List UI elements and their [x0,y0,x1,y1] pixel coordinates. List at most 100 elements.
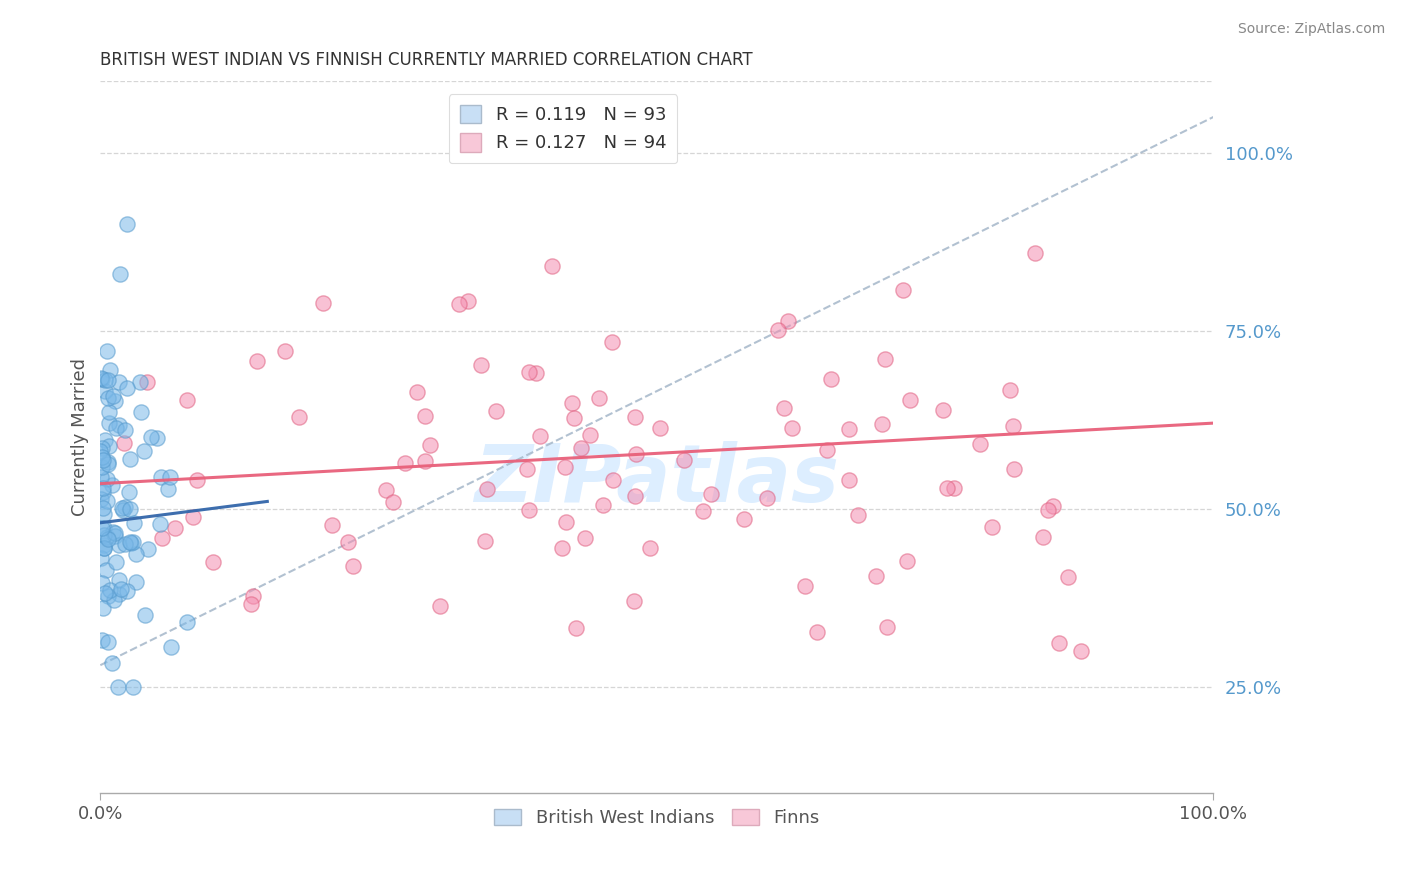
Point [90,632,112,647]
Point [108,375,131,389]
Point [588,391,610,405]
Point [134,607,156,622]
Point [93,374,115,388]
Point [159,470,181,484]
Point [129,405,152,419]
Point [101,389,124,403]
Point [91,600,114,615]
Point [815,443,838,458]
Point [159,640,181,654]
Point [516,462,538,476]
Point [186,473,208,487]
Point [413,454,436,468]
Point [94,433,117,447]
Point [114,500,136,514]
Point [90,459,112,474]
Point [98,416,121,430]
Y-axis label: Currently Married: Currently Married [72,359,89,516]
Point [152,531,174,545]
Point [97,635,120,649]
Point [457,293,479,308]
Point [96,563,118,577]
Point [108,538,131,552]
Point [90,520,112,534]
Point [896,554,918,568]
Point [110,582,132,596]
Point [413,409,436,424]
Point [429,599,451,614]
Point [98,363,121,377]
Point [149,516,172,531]
Point [132,444,155,458]
Point [107,587,129,601]
Point [755,491,778,506]
Point [942,481,965,495]
Point [93,538,115,552]
Point [780,420,803,434]
Point [136,375,159,389]
Point [201,555,224,569]
Point [485,404,508,418]
Point [96,343,118,358]
Point [394,457,416,471]
Point [104,528,127,542]
Point [550,541,572,556]
Point [602,474,624,488]
Point [932,403,955,417]
Point [120,535,142,549]
Point [145,431,167,445]
Point [240,598,263,612]
Point [104,394,127,409]
Point [242,589,264,603]
Point [342,559,364,574]
Point [406,385,429,400]
Point [562,411,585,425]
Point [337,535,360,549]
Point [672,453,695,467]
Point [122,680,145,694]
Point [93,541,115,555]
Point [90,371,112,385]
Point [692,504,714,518]
Point [122,516,145,531]
Point [90,442,112,456]
Point [98,405,121,419]
Point [838,473,860,487]
Point [118,485,141,500]
Point [554,460,576,475]
Point [97,455,120,469]
Point [115,381,138,395]
Point [93,500,115,515]
Point [97,373,120,387]
Point [107,417,129,432]
Point [574,532,596,546]
Point [1024,246,1046,260]
Point [623,594,645,608]
Point [846,508,869,522]
Point [107,574,129,588]
Legend: British West Indians, Finns: British West Indians, Finns [486,801,827,834]
Point [120,502,142,516]
Point [97,532,120,546]
Point [114,537,136,551]
Point [1031,531,1053,545]
Point [96,494,118,508]
Point [419,438,441,452]
Point [98,439,121,453]
Point [94,384,117,398]
Point [181,510,204,524]
Point [93,485,115,500]
Point [112,503,135,517]
Point [870,417,893,432]
Point [873,352,896,367]
Point [776,314,799,328]
Point [1000,383,1022,397]
Point [477,482,499,496]
Point [288,410,311,425]
Point [517,503,540,517]
Point [93,507,115,521]
Point [97,458,120,472]
Point [898,393,921,408]
Point [246,354,269,368]
Point [101,657,124,671]
